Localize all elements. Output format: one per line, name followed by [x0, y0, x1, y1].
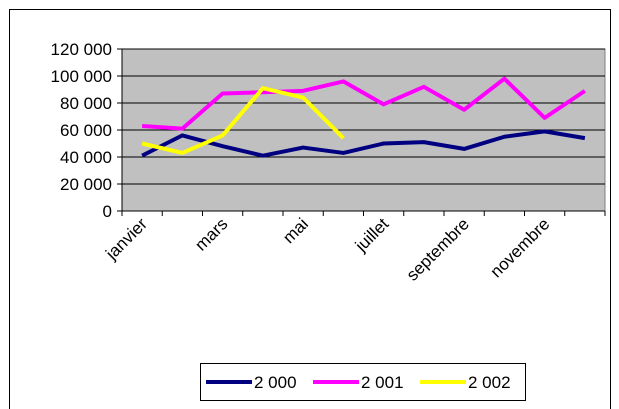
y-tick-label: 60 000 — [60, 121, 112, 140]
legend-label: 2 000 — [254, 373, 297, 392]
legend-box — [200, 363, 526, 401]
series-line — [141, 76, 586, 131]
series-line — [141, 86, 345, 155]
y-tick-label: 120 000 — [51, 40, 112, 59]
y-tick-label: 20 000 — [60, 175, 112, 194]
series-line — [141, 129, 586, 158]
legend-label: 2 002 — [468, 373, 511, 392]
y-tick-label: 40 000 — [60, 148, 112, 167]
y-tick-label: 80 000 — [60, 94, 112, 113]
y-tick-label: 100 000 — [51, 67, 112, 86]
legend: 2 000 2 001 2 002 — [200, 363, 526, 401]
legend-label: 2 001 — [361, 373, 404, 392]
y-tick-label: 0 — [103, 202, 112, 221]
